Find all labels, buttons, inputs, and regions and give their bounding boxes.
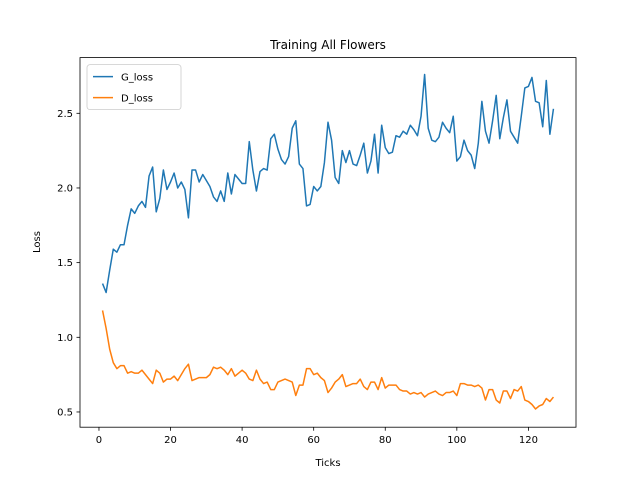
line-series xyxy=(101,73,555,294)
axes-frame xyxy=(79,57,577,428)
x-tick-label: 120 xyxy=(519,435,538,446)
x-tick-label: 40 xyxy=(236,435,249,446)
y-tick-label: 2.0 xyxy=(57,183,73,194)
x-tick-label: 80 xyxy=(379,435,392,446)
x-tick-label: 60 xyxy=(307,435,320,446)
legend: G_loss D_loss xyxy=(86,64,182,110)
line-series xyxy=(101,310,555,410)
y-tick-label: 2.5 xyxy=(57,109,73,120)
x-tick-label: 100 xyxy=(447,435,466,446)
x-tick-label: 0 xyxy=(96,435,102,446)
y-tick-label: 1.5 xyxy=(57,258,73,269)
x-axis-label: Ticks xyxy=(314,458,340,469)
legend-label: G_loss xyxy=(121,73,153,84)
chart-title: Training All Flowers xyxy=(269,38,386,52)
y-tick-label: 1.0 xyxy=(57,333,73,344)
x-tick-label: 20 xyxy=(164,435,177,446)
y-axis-label: Loss xyxy=(32,231,43,253)
legend-label: D_loss xyxy=(121,94,153,105)
y-tick-label: 0.5 xyxy=(57,407,73,418)
